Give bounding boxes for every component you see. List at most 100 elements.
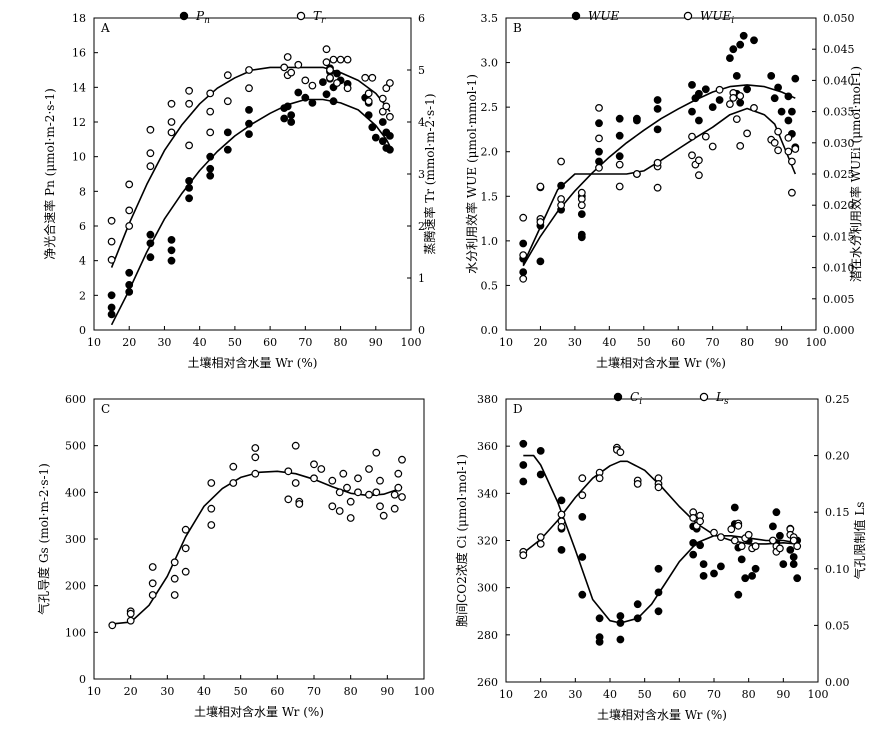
x-tick-label: 60 bbox=[263, 336, 277, 349]
legend-text-sub: i bbox=[731, 16, 734, 26]
data-point-wuei bbox=[743, 129, 751, 138]
data-point-ci bbox=[689, 550, 698, 559]
y-axis-title-right: 蒸腾速率 Tr (mmol·m-2·s-1) bbox=[422, 93, 437, 254]
x-tick-label: 20 bbox=[124, 685, 138, 698]
y-tick-label-right: 6 bbox=[418, 12, 425, 25]
y-tick-label-right: 0.030 bbox=[823, 137, 855, 150]
data-point-gs bbox=[390, 490, 399, 499]
data-point-pn bbox=[167, 256, 176, 265]
data-point-wuei bbox=[595, 103, 603, 112]
y-tick-label-right: 0 bbox=[418, 324, 425, 337]
legend-text-main: WUE bbox=[588, 9, 619, 23]
y-tick-label-left: 0.0 bbox=[481, 324, 499, 337]
data-point-tr bbox=[308, 81, 317, 90]
data-point-gs bbox=[310, 460, 318, 469]
data-point-wue bbox=[774, 83, 782, 92]
data-point-gs bbox=[372, 488, 381, 497]
data-point-ls bbox=[578, 491, 587, 500]
x-tick-label: 90 bbox=[380, 685, 394, 698]
data-point-tr bbox=[167, 118, 176, 126]
data-point-wue bbox=[688, 80, 696, 89]
data-point-pn bbox=[364, 111, 373, 119]
data-point-ci bbox=[654, 588, 663, 597]
data-point-ci bbox=[616, 619, 625, 627]
data-point-gs bbox=[207, 479, 216, 487]
x-axis-title: 土壤相对含水量 Wr (%) bbox=[188, 355, 318, 370]
y-tick-label-right: 0.00 bbox=[825, 676, 850, 689]
data-point-pn bbox=[167, 246, 176, 255]
data-point-ci bbox=[654, 564, 663, 573]
x-tick-label: 100 bbox=[414, 685, 435, 698]
data-point-wue bbox=[750, 36, 758, 45]
data-point-ci bbox=[616, 635, 625, 644]
y-tick-label-right: 0.005 bbox=[823, 293, 855, 306]
panel-d: 10 20 30 40 50 60 70 80 90 100 260 280 300 320 340 360 3… bbox=[454, 390, 867, 722]
x-tick-label: 50 bbox=[638, 688, 652, 701]
legend-text-main: WUE bbox=[700, 9, 731, 23]
x-axis-title: 土壤相对含水量 Wr (%) bbox=[597, 707, 727, 722]
data-point-pn bbox=[294, 88, 303, 97]
plot-frame bbox=[93, 17, 412, 331]
y-tick-label-left: 0 bbox=[79, 673, 86, 686]
y-tick-label-left: 3.5 bbox=[481, 12, 499, 25]
data-point-wue bbox=[595, 119, 603, 128]
data-point-wuei bbox=[615, 160, 624, 169]
data-point-gs bbox=[394, 483, 403, 492]
y-tick-label-right: 0.015 bbox=[823, 230, 855, 243]
data-point-gs bbox=[251, 453, 260, 462]
data-point-ci bbox=[699, 560, 708, 568]
data-point-ls bbox=[734, 521, 743, 530]
data-point-wuei bbox=[732, 115, 741, 123]
x-axis-title: 土壤相对含水量 Wr (%) bbox=[596, 355, 726, 370]
data-point-gs bbox=[346, 497, 355, 506]
y-tick-label-right: 0.20 bbox=[825, 450, 850, 463]
data-point-gs bbox=[379, 511, 388, 520]
data-point-wuei bbox=[784, 133, 793, 142]
data-point-tr bbox=[167, 99, 176, 108]
data-point-wue bbox=[595, 147, 603, 156]
x-tick-label: 100 bbox=[808, 688, 829, 701]
data-point-ls bbox=[557, 510, 566, 519]
data-point-pn bbox=[206, 152, 215, 161]
legend-item-wuei: WUEi bbox=[683, 9, 734, 26]
data-point-gs bbox=[390, 504, 399, 513]
data-point-ci bbox=[748, 572, 756, 580]
data-point-ci bbox=[699, 572, 708, 580]
data-point-pn bbox=[378, 137, 387, 146]
y-tick-label-right: 0.000 bbox=[823, 324, 855, 337]
y-tick-label-right: 2 bbox=[418, 220, 425, 233]
data-point-wuei bbox=[774, 146, 782, 155]
data-point-wue bbox=[743, 85, 751, 94]
y-tick-label-left: 2 bbox=[79, 289, 86, 302]
data-point-gs bbox=[108, 621, 117, 630]
x-tick-label: 90 bbox=[775, 336, 789, 349]
y-tick-label-left: 16 bbox=[72, 47, 86, 60]
x-tick-label: 20 bbox=[533, 336, 547, 349]
legend-text-sub: r bbox=[321, 16, 326, 26]
y-tick-label-right: 0.025 bbox=[823, 168, 855, 181]
y-tick-label-left: 380 bbox=[477, 393, 498, 406]
x-tick-label: 50 bbox=[228, 336, 242, 349]
data-point-pn bbox=[167, 235, 176, 244]
data-point-gs bbox=[317, 465, 326, 473]
data-point-gs bbox=[376, 502, 384, 511]
data-point-ls bbox=[536, 533, 545, 541]
data-point-pn bbox=[322, 90, 331, 99]
data-point-tr bbox=[283, 53, 292, 61]
y-tick-label-left: 1.5 bbox=[481, 190, 499, 203]
data-point-wuei bbox=[770, 138, 779, 147]
data-point-wue bbox=[595, 157, 603, 166]
x-tick-label: 80 bbox=[344, 685, 358, 698]
data-point-ci bbox=[786, 546, 795, 554]
data-point-wue bbox=[767, 71, 776, 80]
legend-item-pn: Pn bbox=[179, 9, 210, 26]
x-tick-label: 30 bbox=[568, 688, 582, 701]
data-point-ci bbox=[793, 574, 802, 583]
data-point-wue bbox=[777, 107, 786, 116]
data-point-wue bbox=[615, 131, 624, 140]
data-point-wue bbox=[701, 85, 710, 94]
x-tick-label: 60 bbox=[672, 688, 686, 701]
data-point-gs bbox=[354, 474, 362, 483]
data-point-tr bbox=[280, 63, 289, 72]
data-point-wuei bbox=[729, 93, 738, 102]
